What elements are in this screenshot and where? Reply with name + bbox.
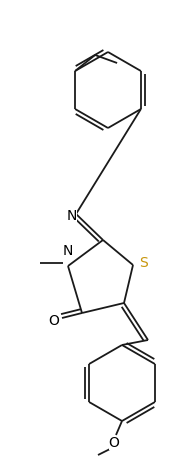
Text: O: O — [109, 436, 120, 450]
Text: S: S — [139, 256, 147, 270]
Text: N: N — [63, 244, 73, 258]
Text: O: O — [49, 314, 59, 328]
Text: N: N — [67, 209, 77, 223]
